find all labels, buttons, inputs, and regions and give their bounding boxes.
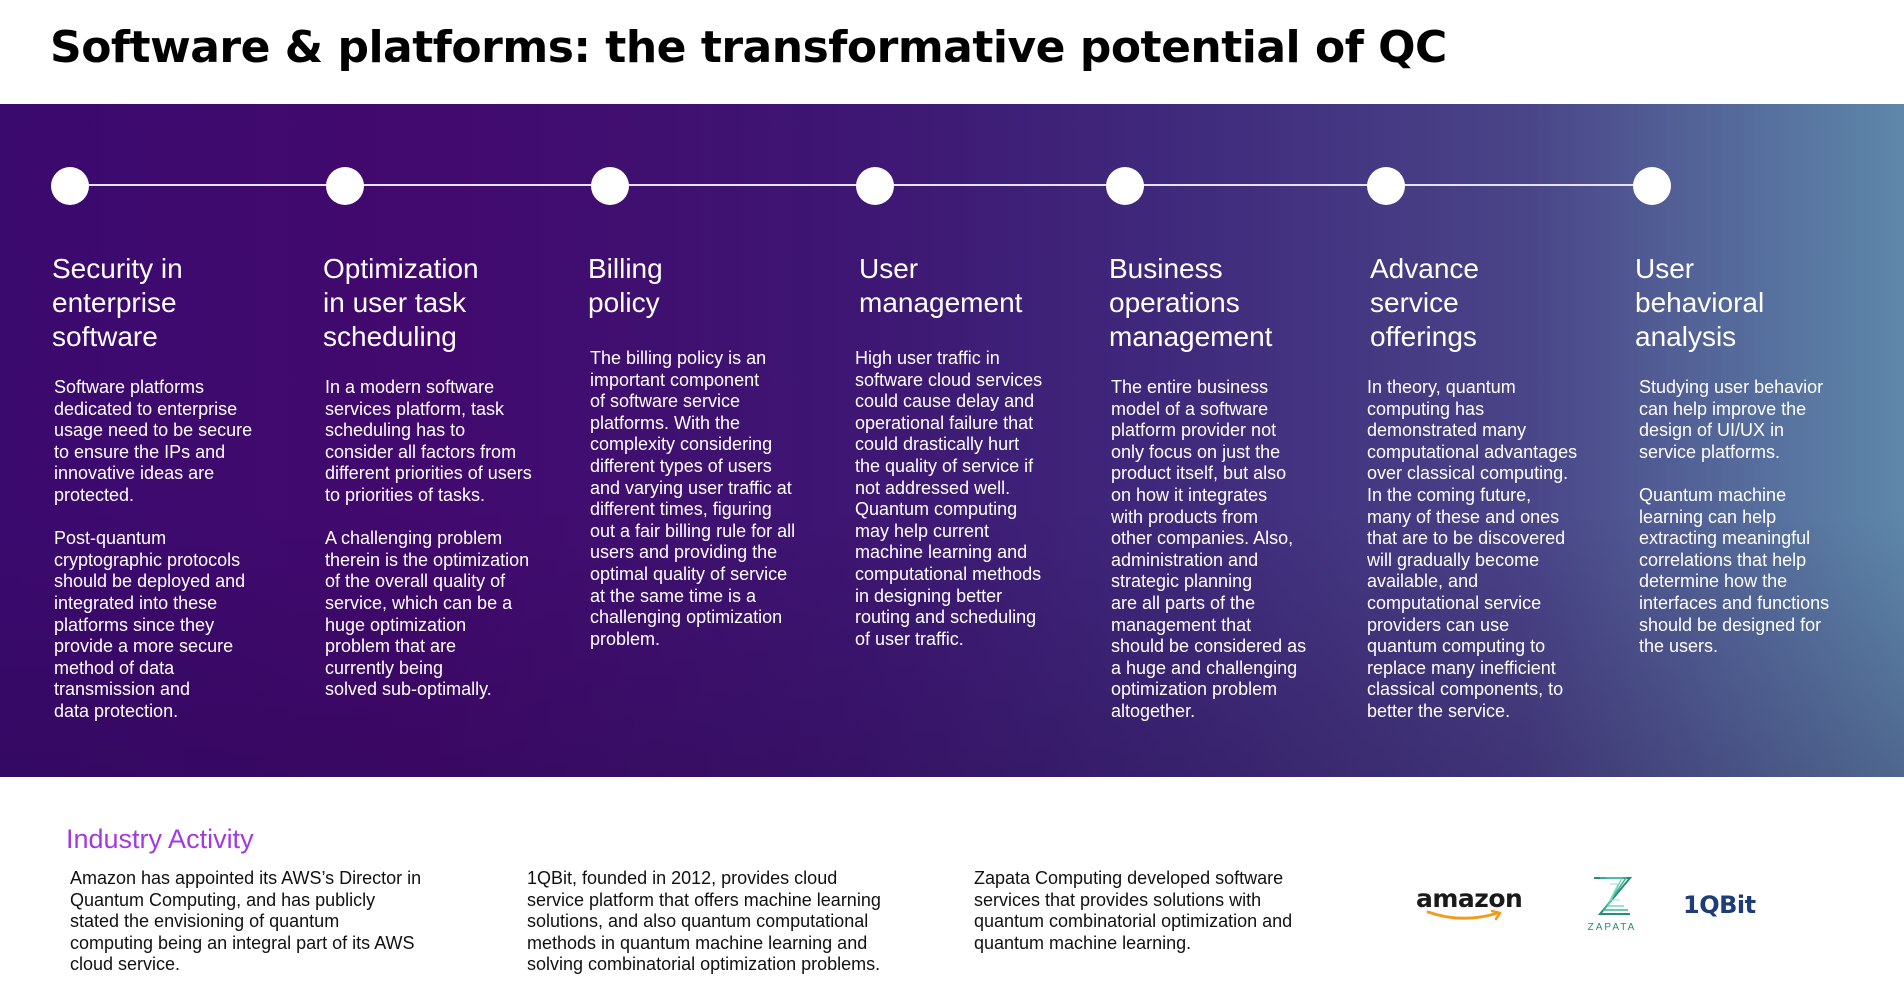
column-billing: Billing policy The billing policy is an … (588, 252, 828, 649)
column-paragraph: The entire business model of a software … (1111, 377, 1307, 721)
timeline-dot (326, 167, 364, 205)
column-body: The entire business model of a software … (1111, 377, 1361, 723)
column-title: Optimization in user task scheduling (323, 253, 479, 352)
timeline-dot (51, 167, 89, 205)
column-paragraph: Quantum machine learning can help extrac… (1639, 484, 1830, 657)
column-paragraph: A challenging problem therein is the opt… (325, 528, 530, 700)
timeline-dot (1106, 167, 1144, 205)
column-title: Business operations management (1109, 253, 1273, 352)
column-advance-service: Advance service offerings In theory, qua… (1367, 252, 1610, 721)
zapata-mark-icon (1594, 877, 1633, 915)
column-body: In theory, quantum computing has demonst… (1367, 377, 1617, 723)
column-paragraph: In theory, quantum computing has demonst… (1367, 377, 1578, 721)
column-user-behavioral: User behavioral analysis Studying user b… (1635, 252, 1875, 656)
zapata-logo-text: ZAPATA (1587, 922, 1637, 933)
timeline-dot (1633, 167, 1671, 205)
amazon-logo-text: amazon (1416, 884, 1523, 913)
column-paragraph: High user traffic in software cloud serv… (855, 348, 1043, 649)
column-body: High user traffic in software cloud serv… (855, 348, 1105, 650)
zapata-logo: ZAPATA (1582, 876, 1642, 934)
timeline-band: Security in enterprise software Software… (0, 104, 1904, 777)
industry-item-amazon: Amazon has appointed its AWS’s Director … (70, 868, 422, 975)
column-body: Studying user behavior can help improve … (1639, 377, 1889, 658)
timeline-dot (591, 167, 629, 205)
column-body: Software platforms dedicated to enterpri… (54, 377, 304, 723)
column-title: Security in enterprise software (52, 253, 183, 352)
column-business-operations: Business operations management The entir… (1109, 252, 1349, 721)
timeline-dot (1367, 167, 1405, 205)
column-paragraph: Post-quantum cryptographic protocols sho… (54, 528, 246, 721)
column-paragraph: Software platforms dedicated to enterpri… (54, 377, 253, 505)
column-paragraph: Studying user behavior can help improve … (1639, 377, 1824, 462)
amazon-logo: amazon (1416, 884, 1523, 924)
industry-item-1qbit: 1QBit, founded in 2012, provides cloud s… (527, 868, 881, 975)
industry-activity-heading: Industry Activity (66, 824, 254, 854)
column-paragraph: In a modern software services platform, … (325, 377, 532, 505)
column-security: Security in enterprise software Software… (52, 252, 292, 721)
column-title: User behavioral analysis (1635, 253, 1765, 352)
column-user-management: User management High user traffic in sof… (855, 252, 1099, 649)
column-title: User management (859, 253, 1023, 318)
column-body: The billing policy is an important compo… (590, 348, 840, 650)
column-optimization: Optimization in user task scheduling In … (323, 252, 563, 699)
industry-item-zapata: Zapata Computing developed software serv… (974, 868, 1293, 953)
amazon-smile-icon (1426, 910, 1502, 921)
column-title: Advance service offerings (1370, 253, 1479, 352)
column-body: In a modern software services platform, … (325, 377, 575, 701)
timeline-dot (856, 167, 894, 205)
1qbit-logo: 1QBit (1683, 891, 1756, 919)
column-title: Billing policy (588, 253, 663, 318)
column-paragraph: The billing policy is an important compo… (590, 348, 796, 649)
page-title: Software & platforms: the transformative… (50, 22, 1447, 73)
